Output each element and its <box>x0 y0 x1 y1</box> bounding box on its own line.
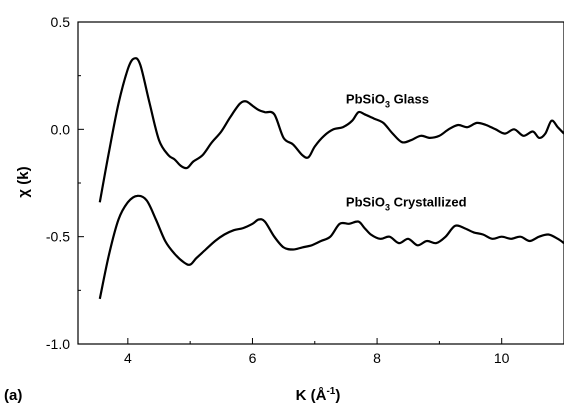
x-axis-label: K (Å-1) <box>296 386 341 404</box>
y-tick-label: 0.5 <box>51 14 71 30</box>
series-lines <box>98 57 564 300</box>
series-label-crystallized: PbSiO3 Crystallized <box>346 195 467 213</box>
y-tick-label: 0.0 <box>51 121 71 137</box>
y-axis-ticks: 0.5 0.0 -0.5 -1.0 <box>46 14 84 352</box>
panel-label: (a) <box>4 387 22 404</box>
x-tick-label: 8 <box>373 350 381 366</box>
x-tick-label: 10 <box>494 350 510 366</box>
x-axis-ticks: 4 6 8 10 <box>124 338 564 366</box>
series-line-crystallized <box>98 194 564 300</box>
plot-frame <box>77 21 564 345</box>
y-tick-label: -0.5 <box>46 229 70 245</box>
y-tick-label: -1.0 <box>46 336 70 352</box>
x-tick-label: 4 <box>124 350 132 366</box>
series-labels: PbSiO3 Glass PbSiO3 Crystallized <box>346 92 467 213</box>
series-line-glass <box>98 57 564 203</box>
y-axis-label: χ (k) <box>15 166 32 197</box>
x-tick-label: 6 <box>249 350 257 366</box>
series-label-glass: PbSiO3 Glass <box>346 92 429 110</box>
